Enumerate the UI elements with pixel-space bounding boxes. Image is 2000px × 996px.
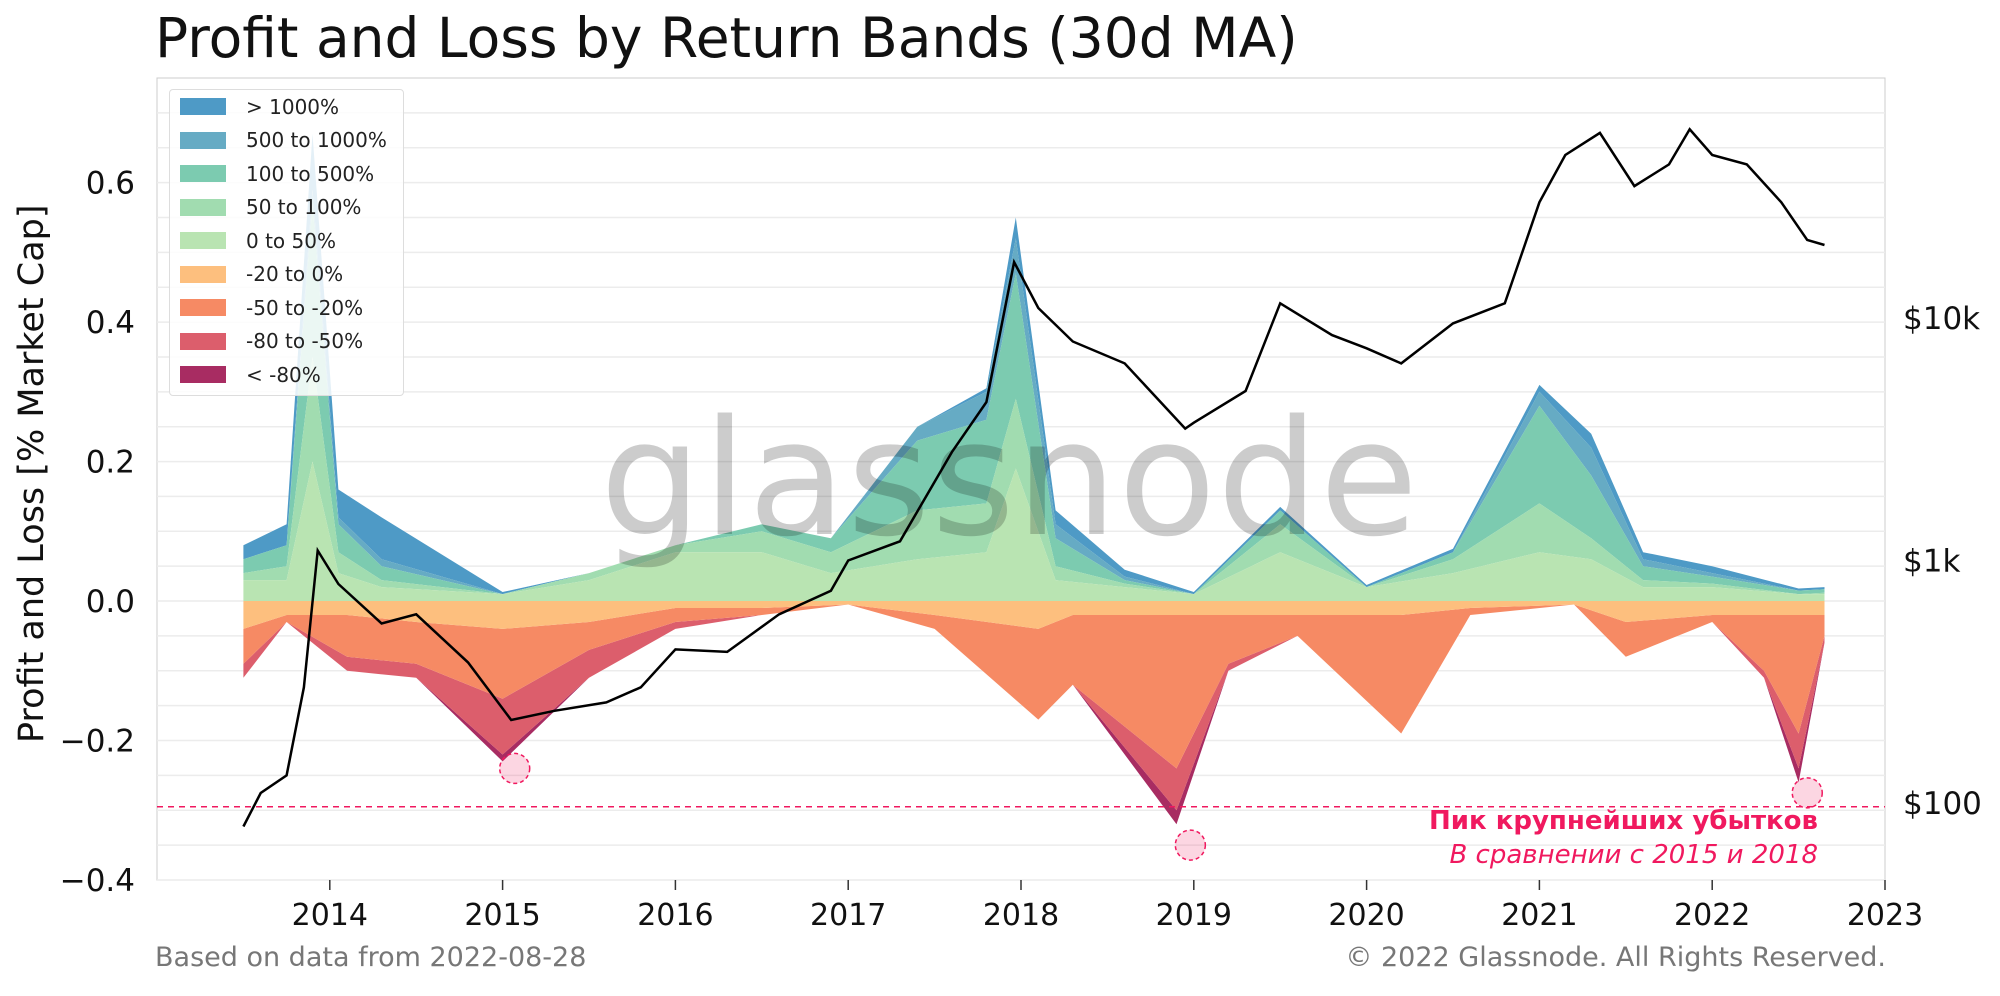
legend-swatch [180, 366, 226, 384]
legend-item: 50 to 100% [170, 191, 403, 225]
y-tick-label: 0.4 [86, 305, 135, 341]
legend-item: 0 to 50% [170, 224, 403, 258]
x-tick-label: 2018 [983, 898, 1059, 933]
area-0-to-50 [243, 461, 1825, 601]
y-tick-label: 0.6 [86, 166, 135, 202]
x-tick-label: 2015 [464, 898, 540, 933]
legend-item: < -80% [170, 358, 403, 392]
legend-item: 500 to 1000% [170, 124, 403, 158]
x-tick-label: 2014 [292, 898, 368, 933]
legend-swatch [180, 198, 226, 216]
legend-label: > 1000% [246, 94, 340, 119]
legend-label: 50 to 100% [246, 195, 362, 220]
legend-swatch [180, 299, 226, 317]
legend-swatch [180, 98, 226, 116]
x-tick-label: 2021 [1501, 898, 1577, 933]
legend-swatch [180, 165, 226, 183]
annotation-title: Пик крупнейших убытков [1429, 806, 1818, 836]
price-axis-label: $100 [1903, 786, 1982, 822]
legend-label: -50 to -20% [246, 295, 364, 320]
legend-label: 100 to 500% [246, 161, 375, 186]
legend: > 1000% 500 to 1000% 100 to 500% 50 to 100%… [169, 89, 404, 396]
x-tick-label: 2017 [810, 898, 886, 933]
loss-peak-marker [1174, 829, 1207, 861]
legend-label: < -80% [246, 362, 321, 387]
x-tick-label: 2020 [1328, 898, 1404, 933]
legend-label: 0 to 50% [246, 228, 336, 253]
x-tick-label: 2023 [1847, 898, 1923, 933]
y-tick-label: 0.0 [86, 584, 135, 620]
copyright-note: © 2022 Glassnode. All Rights Reserved. [1345, 942, 1886, 973]
y-axis-label: Profit and Loss [% Market Cap] [12, 204, 52, 743]
legend-item: -20 to 0% [170, 258, 403, 292]
area-50-to-20 [243, 604, 1825, 769]
legend-swatch [180, 131, 226, 149]
area-1000 [243, 133, 1825, 595]
legend-swatch [180, 232, 226, 250]
legend-item: -50 to -20% [170, 291, 403, 325]
legend-swatch [180, 265, 226, 283]
chart-title: Profit and Loss by Return Bands (30d MA) [155, 6, 1298, 70]
price-axis-label: $1k [1903, 544, 1960, 580]
price-line [242, 127, 1825, 828]
loss-peak-marker [498, 752, 531, 785]
area-20-to-0 [243, 601, 1825, 629]
price-axis-label: $10k [1903, 301, 1980, 337]
x-tick-label: 2019 [1156, 898, 1232, 933]
legend-item: 100 to 500% [170, 157, 403, 191]
x-tick-label: 2016 [637, 898, 713, 933]
area-50-to-100 [243, 357, 1825, 595]
legend-item: -80 to -50% [170, 325, 403, 359]
watermark: glassnode [600, 385, 1420, 572]
legend-label: -20 to 0% [246, 262, 344, 287]
y-tick-label: −0.4 [60, 863, 135, 899]
legend-swatch [180, 332, 226, 350]
y-tick-label: −0.2 [60, 724, 135, 760]
area-100-to-500 [243, 203, 1825, 595]
loss-peak-marker [1791, 777, 1823, 809]
legend-item: > 1000% [170, 90, 403, 124]
data-date-note: Based on data from 2022-08-28 [155, 942, 587, 973]
legend-label: 500 to 1000% [246, 128, 387, 153]
x-tick-label: 2022 [1674, 898, 1750, 933]
legend-label: -80 to -50% [246, 329, 364, 354]
y-tick-label: 0.2 [86, 445, 135, 481]
annotation-subtitle: В сравнении с 2015 и 2018 [1449, 840, 1818, 870]
area-500-to-1000 [243, 189, 1825, 595]
